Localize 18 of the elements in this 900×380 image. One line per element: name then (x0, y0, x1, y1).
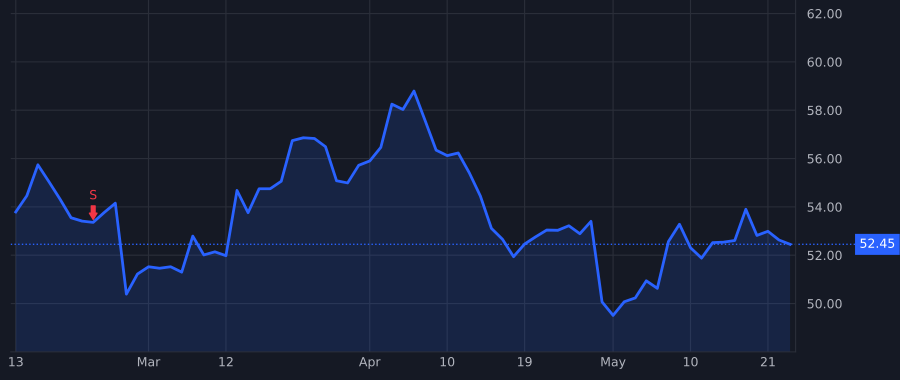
x-tick-label: 19 (518, 356, 532, 366)
y-tick-label: 52.00 (808, 250, 842, 260)
x-tick-label: Apr (359, 357, 381, 369)
x-tick-label: 21 (760, 356, 775, 366)
x-tick-label: 12 (219, 356, 233, 366)
y-tick-label: 56.00 (808, 154, 842, 164)
y-tick-label: 58.00 (808, 106, 842, 116)
y-tick-label: 50.00 (808, 299, 842, 308)
x-tick-label: 10 (440, 356, 454, 366)
annotation: S (90, 190, 96, 200)
y-tick-label: 62.00 (808, 9, 842, 18)
y-tick-label: 60.00 (808, 57, 842, 67)
x-tick-label: May (601, 357, 626, 369)
y-tick-label: 54.00 (808, 202, 842, 212)
x-tick-label: 13 (9, 356, 23, 366)
x-tick-label: 10 (684, 356, 698, 366)
ref-line-label: 52.45 (860, 238, 894, 248)
x-tick-label: Mar (138, 357, 160, 366)
